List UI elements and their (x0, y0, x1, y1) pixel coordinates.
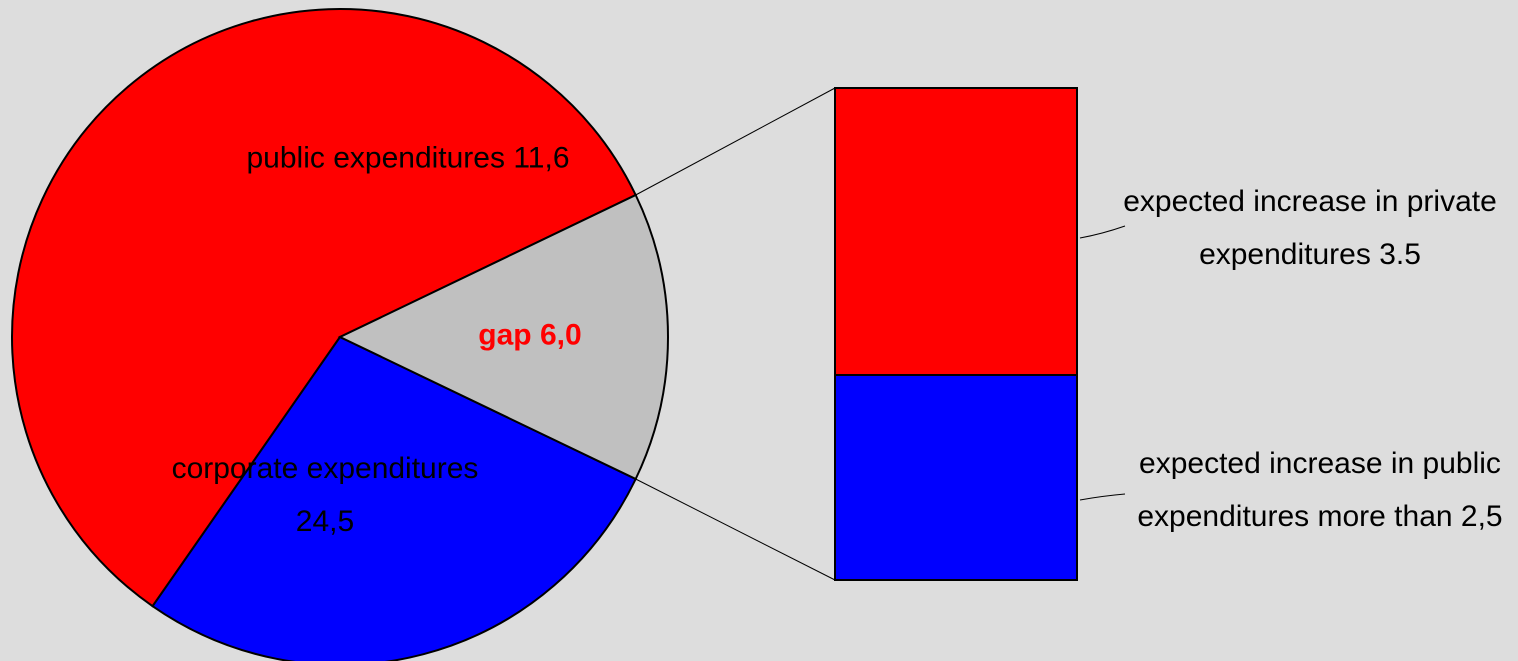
bar-segment (834, 374, 1078, 581)
label-value: 24,5 (295, 505, 355, 538)
connector-line (635, 478, 836, 581)
pie-slice (151, 335, 638, 661)
leader-line (1079, 225, 1126, 239)
connector-line (635, 87, 836, 196)
label-name: gap (478, 318, 532, 352)
label-value: more than 2,5 (1317, 500, 1503, 533)
slice-label: corporate expenditures 24,5 (155, 442, 495, 548)
bar-segment (834, 87, 1078, 376)
label-value: 3.5 (1379, 238, 1421, 271)
leader-line (1079, 493, 1126, 501)
slice-label: public expenditures 11,6 (228, 132, 588, 185)
label-name: expected increase in private expenditure… (1123, 185, 1497, 271)
label-name: public expenditures (246, 141, 505, 175)
label-value: 11,6 (513, 141, 570, 175)
label-name: expected increase in public expenditures (1137, 447, 1501, 533)
pie-slice (337, 193, 669, 481)
slice-label: gap 6,0 (380, 309, 680, 362)
label-name: corporate expenditures (171, 452, 479, 485)
label-value: 6,0 (539, 318, 582, 352)
segment-label: expected increase in private expenditure… (1120, 175, 1500, 281)
segment-label: expected increase in public expenditures… (1130, 437, 1510, 543)
pie-slice (11, 8, 638, 608)
